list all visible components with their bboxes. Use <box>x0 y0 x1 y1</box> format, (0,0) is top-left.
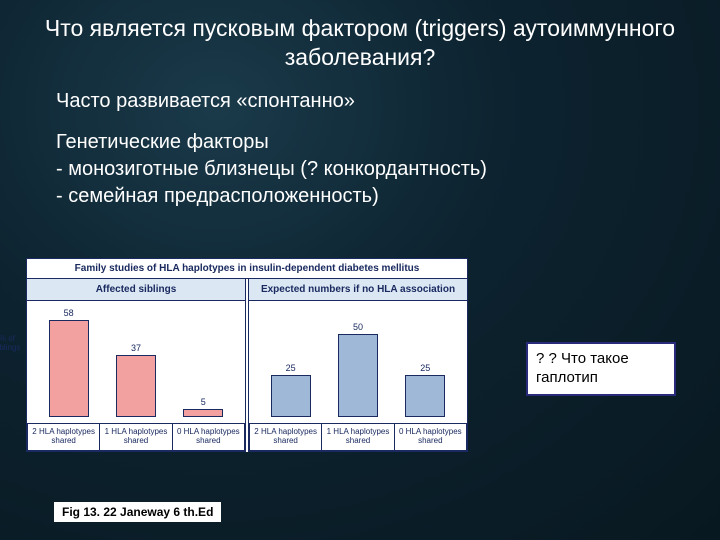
bar-value-label: 37 <box>131 343 141 353</box>
panel-row: Affected siblings% of siblings583752 HLA… <box>26 279 468 452</box>
bar <box>183 409 223 417</box>
panel-affected: Affected siblings% of siblings583752 HLA… <box>26 279 246 452</box>
bar <box>271 375 311 417</box>
bar-value-label: 25 <box>420 363 430 373</box>
slide-title: Что является пусковым фактором (triggers… <box>0 0 720 78</box>
category-label: 1 HLA haplotypes shared <box>322 423 394 451</box>
bar <box>338 334 378 417</box>
bar-value-label: 50 <box>353 322 363 332</box>
bar-column: 25 <box>401 363 449 417</box>
bars-group: 58 37 5 <box>27 307 245 417</box>
haplotype-callout: ? ? Что такое гаплотип <box>526 342 676 396</box>
y-axis-label: % of siblings <box>0 335 25 353</box>
body-text: Часто развивается «спонтанно» Генетическ… <box>0 78 720 210</box>
bar <box>405 375 445 417</box>
chart-area: 25 50 25 <box>249 301 467 423</box>
category-label: 1 HLA haplotypes shared <box>100 423 172 451</box>
paragraph-spontaneous: Часто развивается «спонтанно» <box>56 88 680 115</box>
chart-area: % of siblings58375 <box>27 301 245 423</box>
bar-column: 50 <box>334 322 382 417</box>
bullet-twins: - монозиготные близнецы (? конкордантнос… <box>56 156 680 183</box>
bar <box>49 320 89 417</box>
bar-column: 58 <box>45 308 93 417</box>
category-label: 0 HLA haplotypes shared <box>173 423 245 451</box>
category-row: 2 HLA haplotypes shared1 HLA haplotypes … <box>27 423 245 451</box>
hla-figure: Family studies of HLA haplotypes in insu… <box>26 258 468 452</box>
bar-column: 5 <box>179 397 227 417</box>
category-row: 2 HLA haplotypes shared1 HLA haplotypes … <box>249 423 467 451</box>
bar-value-label: 58 <box>64 308 74 318</box>
bar-column: 25 <box>267 363 315 417</box>
bars-group: 25 50 25 <box>249 307 467 417</box>
genetic-factors-block: Генетические факторы - монозиготные близ… <box>56 129 680 210</box>
figure-title: Family studies of HLA haplotypes in insu… <box>26 258 468 279</box>
bar-column: 37 <box>112 343 160 417</box>
bar-value-label: 5 <box>201 397 206 407</box>
category-label: 0 HLA haplotypes shared <box>395 423 467 451</box>
panel-heading: Expected numbers if no HLA association <box>249 279 467 301</box>
panel-heading: Affected siblings <box>27 279 245 301</box>
category-label: 2 HLA haplotypes shared <box>249 423 322 451</box>
panel-expected: Expected numbers if no HLA association 25… <box>248 279 468 452</box>
bar <box>116 355 156 417</box>
figure-caption: Fig 13. 22 Janeway 6 th.Ed <box>54 502 221 522</box>
bullet-family: - семейная предрасположенность) <box>56 183 680 210</box>
bar-value-label: 25 <box>286 363 296 373</box>
genetic-factors-heading: Генетические факторы <box>56 129 680 156</box>
category-label: 2 HLA haplotypes shared <box>27 423 100 451</box>
